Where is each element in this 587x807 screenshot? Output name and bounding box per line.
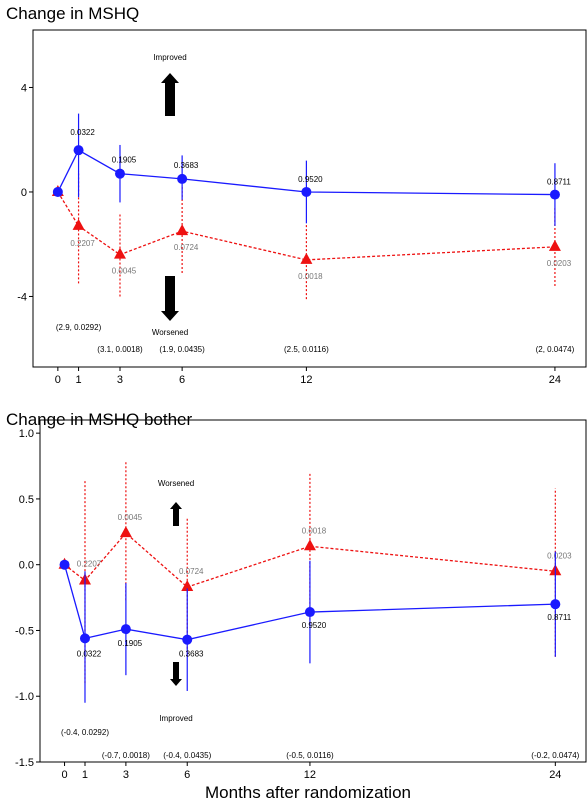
series-line-red xyxy=(64,532,556,588)
x-tick-label: 6 xyxy=(184,769,190,780)
p-value-label-red: 0.0724 xyxy=(174,243,199,252)
x-tick-label: 12 xyxy=(300,374,312,386)
x-tick-label: 0 xyxy=(61,769,67,780)
data-point xyxy=(303,539,316,551)
annotation-down: Improved xyxy=(159,714,192,723)
p-value-label-red: 0.0045 xyxy=(118,513,143,522)
p-value-label-red: 0.0018 xyxy=(298,272,323,281)
plot-frame xyxy=(39,419,587,763)
p-value-label-red: 0.0203 xyxy=(547,551,572,560)
data-point xyxy=(549,189,560,200)
difference-label: (1.9, 0.0435) xyxy=(159,345,205,354)
y-tick-label: -1.5 xyxy=(15,757,34,769)
data-point xyxy=(59,559,70,570)
data-point xyxy=(52,186,63,197)
x-tick-label: 24 xyxy=(549,374,561,386)
p-value-label-red: 0.0018 xyxy=(302,526,327,535)
p-value-label-red: 0.0045 xyxy=(112,267,137,276)
difference-label: (3.1, 0.0018) xyxy=(97,345,143,354)
difference-label: (-0.5, 0.0116) xyxy=(286,751,334,760)
difference-label: (-0.4, 0.0292) xyxy=(61,728,109,737)
difference-label: (2.9, 0.0292) xyxy=(56,323,102,332)
p-value-label-blue: 0.9520 xyxy=(302,621,327,630)
x-tick-label: 3 xyxy=(117,374,123,386)
x-tick-label: 0 xyxy=(55,374,61,386)
arrow-up-icon xyxy=(170,502,182,526)
data-point xyxy=(73,145,84,156)
x-axis-label: Months after randomization xyxy=(205,783,411,802)
series-line-blue xyxy=(63,564,556,641)
difference-label: (-0.2, 0.0474) xyxy=(531,751,579,760)
chart2-svg: 1.0 0.5 0.0 -0.5 -1.0 -1.5 0 1 3 6 12 24 Worsened Imp… xyxy=(15,419,587,780)
series-line-blue xyxy=(57,149,555,196)
annotation-up: Improved xyxy=(153,53,186,62)
y-tick-label: 4 xyxy=(21,82,27,94)
data-point xyxy=(113,247,126,259)
p-value-label-red: 0.0203 xyxy=(547,259,572,268)
data-point xyxy=(114,168,125,179)
data-point xyxy=(182,634,193,645)
p-value-label-blue: 0.0322 xyxy=(70,128,95,137)
p-value-label-blue: 0.3683 xyxy=(179,650,204,659)
y-tick-label: 0 xyxy=(21,187,27,199)
data-point xyxy=(181,580,194,592)
arrow-down-icon xyxy=(161,276,179,321)
p-value-label-blue: 0.1905 xyxy=(118,639,143,648)
x-tick-label: 12 xyxy=(304,769,316,780)
x-tick-label: 3 xyxy=(123,769,129,780)
p-value-label-red: 0.2207 xyxy=(77,559,102,568)
y-tick-label: -0.5 xyxy=(15,625,34,637)
data-point xyxy=(79,633,90,644)
plot-frame xyxy=(32,29,587,368)
chart1-svg: 4 0 -4 0 1 3 6 12 24 Improved Worsened (2.9, 0.0292… xyxy=(17,29,587,386)
y-tick-label: -1.0 xyxy=(15,691,34,703)
p-value-label-red: 0.2207 xyxy=(70,239,95,248)
chart1-title: Change in MSHQ xyxy=(6,4,140,23)
p-value-label-blue: 0.8711 xyxy=(547,178,571,187)
difference-label: (2, 0.0474) xyxy=(536,345,575,354)
p-value-label-red: 0.0724 xyxy=(179,567,204,576)
data-point xyxy=(300,252,313,264)
arrow-down-icon xyxy=(170,662,182,686)
y-tick-label: -4 xyxy=(17,291,27,303)
y-tick-label: 1.0 xyxy=(19,428,34,440)
difference-label: (-0.4, 0.0435) xyxy=(163,751,211,760)
difference-label: (2.5, 0.0116) xyxy=(284,345,329,354)
x-tick-label: 1 xyxy=(82,769,88,780)
p-value-label-blue: 0.0322 xyxy=(77,649,102,658)
y-tick-label: 0.5 xyxy=(19,494,34,506)
difference-label: (-0.7, 0.0018) xyxy=(102,751,150,760)
p-value-label-blue: 0.3683 xyxy=(174,161,199,170)
data-point xyxy=(176,224,189,236)
data-point xyxy=(550,599,561,610)
p-value-label-blue: 0.1905 xyxy=(112,156,137,165)
data-point xyxy=(177,173,188,184)
annotation-down: Worsened xyxy=(152,328,188,337)
x-tick-label: 24 xyxy=(549,769,561,780)
data-point xyxy=(119,526,132,538)
data-point xyxy=(548,239,561,251)
p-value-label-blue: 0.8711 xyxy=(547,613,571,622)
data-point xyxy=(72,218,85,230)
data-point xyxy=(120,624,131,635)
arrow-up-icon xyxy=(161,73,179,116)
series-line-red xyxy=(57,191,555,261)
x-tick-label: 6 xyxy=(179,374,185,386)
p-value-label-blue: 0.9520 xyxy=(298,175,323,184)
y-tick-label: 0.0 xyxy=(19,560,34,572)
data-point xyxy=(301,186,312,197)
annotation-up: Worsened xyxy=(158,479,194,488)
x-tick-label: 1 xyxy=(76,374,82,386)
data-point xyxy=(304,607,315,618)
